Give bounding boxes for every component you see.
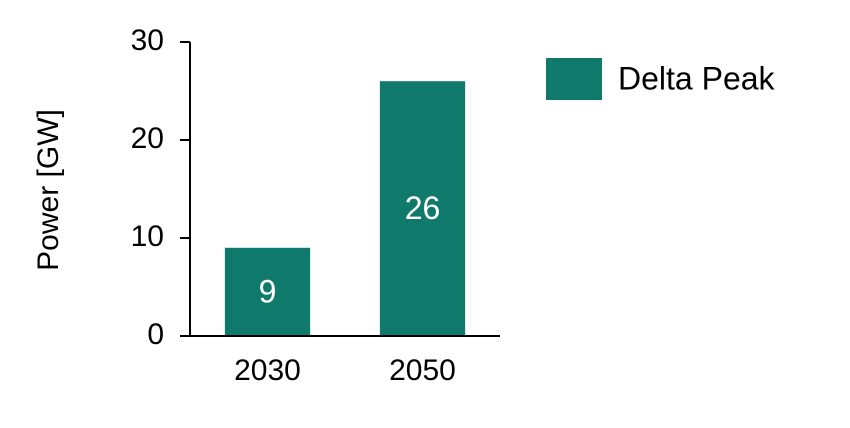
bar [379, 81, 466, 336]
y-axis-label: Power [GW] [32, 109, 65, 271]
legend-swatch [546, 58, 602, 100]
y-tick-label: 0 [147, 318, 164, 351]
x-tick-label: 2030 [234, 354, 301, 387]
y-tick-label: 20 [131, 122, 164, 155]
legend-label: Delta Peak [618, 60, 776, 96]
x-tick-label: 2050 [389, 354, 456, 387]
y-tick-label: 10 [131, 220, 164, 253]
data-label: 9 [259, 273, 277, 309]
bar [224, 247, 311, 336]
data-label: 26 [405, 190, 441, 226]
y-tick-label: 30 [131, 24, 164, 57]
